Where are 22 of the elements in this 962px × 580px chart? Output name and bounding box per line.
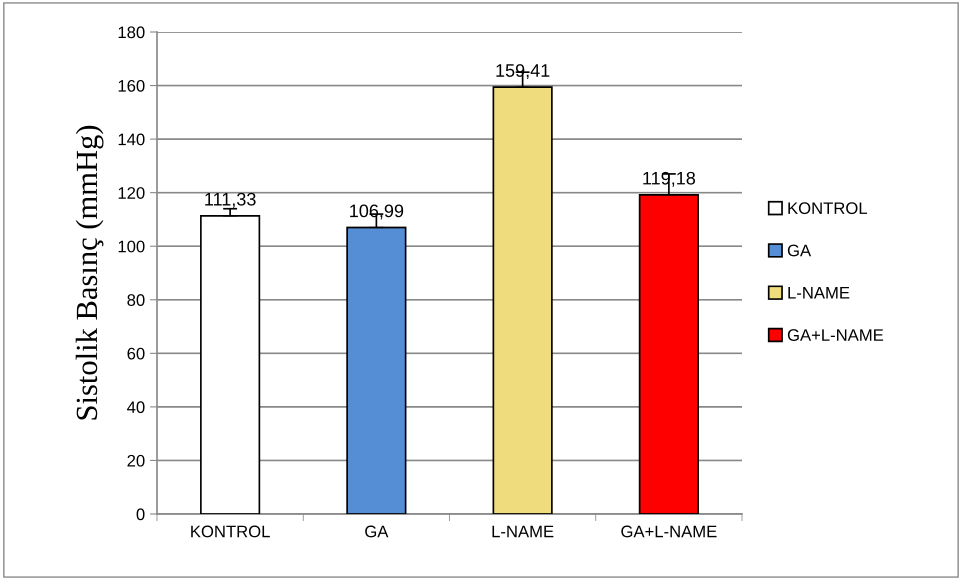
y-tick-label: 160 xyxy=(118,80,145,92)
x-tick-label: L-NAME xyxy=(492,526,554,538)
y-tick-label: 180 xyxy=(118,26,145,38)
y-tick-label: 80 xyxy=(127,294,145,306)
x-tick-label: GA+L-NAME xyxy=(621,526,717,538)
y-tick-label: 140 xyxy=(118,134,145,146)
y-tick-label: 0 xyxy=(136,508,145,520)
y-tick-label: 60 xyxy=(128,348,145,360)
x-tick-label: GA xyxy=(365,526,388,538)
y-tick-label: 20 xyxy=(127,454,145,467)
data-label: 159,41 xyxy=(496,64,550,80)
legend-label: L-NAME xyxy=(788,287,850,298)
y-axis-title: Sistolik Basınç (mmHg) xyxy=(76,126,104,420)
legend-label: GA xyxy=(788,244,812,256)
y-tick-label: 120 xyxy=(118,187,145,199)
x-tick-label: KONTROL xyxy=(191,526,270,538)
data-label: 111,33 xyxy=(205,192,256,208)
y-tick-label: 100 xyxy=(118,240,145,252)
legend-label: GA+L-NAME xyxy=(788,329,884,341)
data-label: 106,99 xyxy=(350,204,404,220)
legend-label: KONTROL xyxy=(788,202,868,214)
y-tick-label: 40 xyxy=(127,401,145,414)
